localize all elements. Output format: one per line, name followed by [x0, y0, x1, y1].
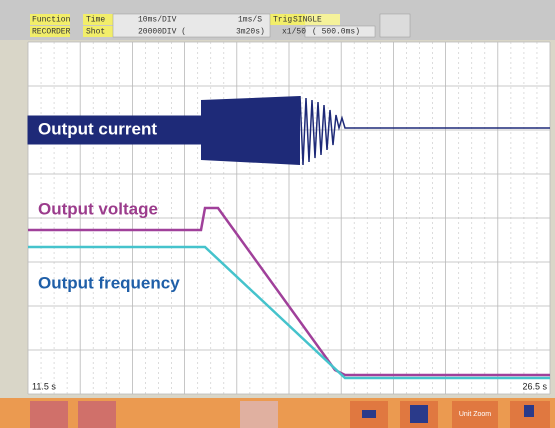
axis-label: 26.5 s	[522, 381, 547, 391]
burst	[201, 96, 300, 165]
frequency-trace	[28, 245, 550, 380]
text: Trig	[273, 16, 292, 25]
text: 20000DIV (	[138, 28, 186, 37]
text: ( 500.0ms)	[312, 28, 360, 37]
label-band	[27, 115, 202, 145]
icon	[410, 405, 428, 423]
field	[270, 14, 305, 25]
field	[83, 14, 113, 25]
text: Function	[32, 16, 71, 25]
field	[30, 26, 70, 37]
icon	[524, 405, 534, 417]
toolbar: Unit Zoom	[0, 398, 555, 428]
text: RECORDER	[32, 28, 71, 37]
text: 10ms/DIV	[138, 16, 177, 25]
field	[30, 14, 70, 25]
text: SINGLE	[293, 16, 322, 25]
field	[304, 25, 376, 38]
text: 1ms/S	[238, 16, 262, 25]
button[interactable]	[452, 401, 498, 428]
current-trace	[27, 95, 550, 166]
axis-label: 11.5 s	[32, 381, 56, 391]
icon	[362, 410, 376, 418]
text: x1/50	[282, 28, 306, 37]
trace-label: Output current	[38, 119, 157, 138]
voltage-trace	[28, 206, 550, 377]
field	[379, 13, 411, 38]
text: 3m20s)	[236, 28, 265, 37]
button[interactable]	[30, 401, 68, 428]
button-label: Unit Zoom	[459, 411, 491, 418]
field	[305, 14, 340, 25]
field	[112, 13, 271, 38]
field	[83, 26, 113, 37]
trace	[299, 95, 550, 166]
button[interactable]	[78, 401, 116, 428]
text: Time	[86, 16, 105, 25]
text: Shot	[86, 28, 105, 37]
button[interactable]	[240, 401, 278, 428]
header: Function RECORDER Time Shot 10ms/DIV 1ms…	[0, 0, 555, 40]
trace-label: Output frequency	[38, 273, 180, 292]
trace-label: Output voltage	[38, 199, 158, 218]
